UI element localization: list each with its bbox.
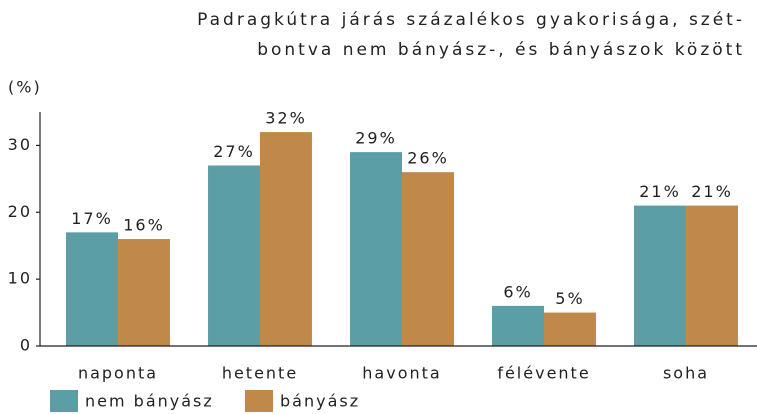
data-label: 32% xyxy=(265,109,307,128)
x-tick-label: soha xyxy=(663,364,709,383)
y-axis-label: (%) xyxy=(8,78,42,97)
data-label: 16% xyxy=(123,216,165,235)
bar xyxy=(686,205,738,346)
bar xyxy=(260,132,312,346)
bar xyxy=(634,205,686,346)
y-tick-label: 20 xyxy=(8,202,32,221)
x-tick-label: havonta xyxy=(362,364,441,383)
data-label: 21% xyxy=(639,182,681,201)
data-label: 29% xyxy=(355,129,397,148)
y-tick-label: 30 xyxy=(8,135,32,154)
legend-label: nem bányász xyxy=(85,392,214,411)
bar xyxy=(66,232,118,346)
x-tick-label: félévente xyxy=(497,364,590,383)
chart-title: Padragkútra járás százalékos gyakorisága… xyxy=(197,10,745,30)
x-tick-label: hetente xyxy=(222,364,298,383)
x-tick-label: naponta xyxy=(78,364,158,383)
data-label: 21% xyxy=(691,182,733,201)
bar xyxy=(402,172,454,346)
bar xyxy=(208,165,260,346)
data-label: 26% xyxy=(407,149,449,168)
legend-swatch xyxy=(50,390,78,412)
legend-label: bányász xyxy=(280,392,360,411)
legend-swatch xyxy=(245,390,273,412)
y-tick-label: 0 xyxy=(20,336,32,355)
data-label: 5% xyxy=(555,289,584,308)
y-tick-label: 10 xyxy=(8,269,32,288)
chart-title: bontva nem bányász-, és bányászok között xyxy=(257,40,745,60)
bar xyxy=(350,152,402,346)
data-label: 27% xyxy=(213,142,255,161)
data-label: 6% xyxy=(503,282,532,301)
bar xyxy=(492,305,544,346)
bar xyxy=(544,312,596,346)
data-label: 17% xyxy=(71,209,113,228)
bar xyxy=(118,239,170,346)
